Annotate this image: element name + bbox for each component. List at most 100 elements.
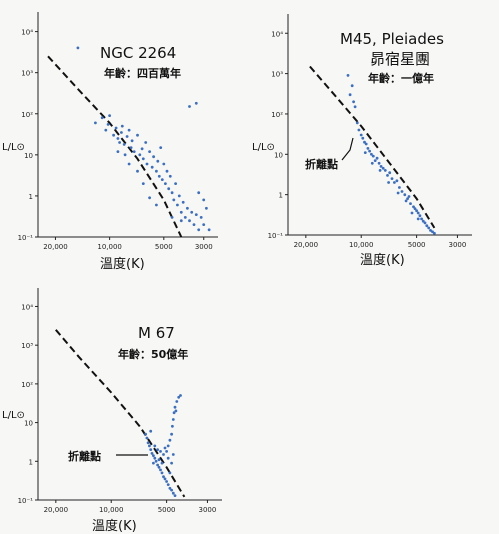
star-point [197, 228, 201, 232]
chart-title: M45, Pleiades [340, 30, 444, 48]
star-point [202, 198, 206, 202]
x-tick-label: 5000 [408, 241, 426, 249]
y-tick-label: 10³ [21, 70, 33, 78]
y-tick-label: 1 [279, 192, 283, 200]
y-tick-label: 10⁻¹ [18, 497, 34, 505]
star-point [163, 477, 167, 481]
turnoff-leader [341, 137, 354, 161]
star-point [171, 491, 175, 495]
star-point [163, 446, 167, 450]
star-point [116, 150, 120, 154]
star-point [116, 137, 120, 140]
star-point [146, 441, 150, 445]
star-point [387, 181, 390, 184]
star-point [423, 221, 427, 225]
star-point [153, 456, 157, 460]
y-axis-label: L/L⊙ [2, 410, 25, 421]
y-tick-label: 1 [29, 193, 33, 201]
star-point [205, 206, 208, 210]
star-point [373, 159, 377, 163]
star-point [361, 136, 365, 140]
x-axis-label: 溫度(K) [92, 518, 137, 534]
star-point [400, 190, 404, 193]
star-point [406, 197, 409, 201]
turnoff-label: 折離點 [68, 449, 101, 463]
star-point [355, 121, 359, 125]
chart-pleiades-svg: M45, Pleiades 昴宿星團 年齡：一億年 L/L⊙ 溫度(K) 折離點… [252, 14, 472, 268]
x-tick-label: 10,000 [349, 241, 374, 249]
star-point [190, 210, 194, 214]
star-point [120, 124, 124, 128]
x-tick-label: 10,000 [99, 506, 124, 514]
star-point [410, 211, 414, 215]
chart-subtitle-age: 年齡：一億年 [368, 71, 434, 85]
star-point [136, 169, 139, 173]
star-point [348, 93, 352, 97]
star-point [144, 432, 148, 436]
y-axis-label: L/L⊙ [252, 142, 275, 153]
chart-m67-svg: M 67 年齡：50億年 L/L⊙ 溫度(K) 折離點 10⁴ 10³ 10² 10 1… [2, 288, 222, 534]
y-tick-label: 10 [274, 151, 283, 159]
star-point [175, 400, 179, 403]
y-tick-label: 10² [21, 381, 33, 389]
star-point [179, 219, 183, 223]
chart-subtitle: 昴宿星團 [370, 50, 430, 68]
star-point [152, 461, 155, 465]
star-point [427, 226, 431, 230]
star-point [165, 169, 169, 173]
star-point [94, 121, 97, 125]
chart-pleiades: M45, Pleiades 昴宿星團 年齡：一億年 L/L⊙ 溫度(K) 折離點… [250, 0, 499, 278]
y-tick-label: 10⁻¹ [268, 232, 284, 240]
star-point [136, 133, 139, 137]
star-point [130, 139, 134, 143]
star-point [172, 411, 176, 415]
star-point [368, 149, 371, 153]
chart-ngc2264-svg: NGC 2264 年齡：四百萬年 L/L⊙ 溫度(K) 10⁴ 10³ 10² 10 1… [2, 12, 218, 272]
star-point [104, 128, 108, 132]
star-point [188, 219, 191, 223]
star-point [174, 182, 178, 186]
star-point [179, 394, 182, 397]
x-axis-label: 溫度(K) [360, 252, 405, 268]
star-point [160, 178, 164, 182]
star-point [118, 141, 121, 144]
star-point [174, 409, 178, 413]
star-point [149, 429, 153, 433]
star-point [106, 123, 110, 126]
star-point [120, 131, 123, 134]
star-point [129, 146, 133, 150]
star-point [393, 181, 396, 184]
star-point [364, 142, 368, 146]
star-point [165, 450, 169, 453]
star-point [132, 150, 136, 154]
star-point [370, 161, 374, 165]
y-tick-label: 10⁴ [21, 303, 33, 311]
star-point [160, 471, 164, 475]
star-point [363, 140, 366, 144]
y-tick-label: 10 [24, 152, 33, 160]
star-point [357, 128, 361, 132]
star-point [170, 191, 174, 195]
x-tick-label: 5000 [158, 506, 176, 514]
chart-subtitle: 年齡：50億年 [118, 347, 188, 361]
turnoff-label: 折離點 [305, 157, 338, 171]
y-tick-label: 10 [24, 420, 33, 428]
y-tick-label: 10² [271, 111, 283, 119]
y-tick-label: 10⁻¹ [18, 234, 34, 242]
x-tick-label: 5000 [155, 243, 173, 251]
star-point [409, 202, 412, 206]
x-tick-label: 3000 [199, 506, 217, 514]
y-tick-label: 10⁴ [271, 30, 283, 38]
star-point [172, 198, 176, 202]
star-point [156, 463, 160, 467]
star-point [390, 177, 394, 181]
main-sequence-line [309, 65, 436, 229]
star-point [170, 216, 174, 219]
chart-title: M 67 [138, 324, 175, 342]
y-tick-label: 10³ [271, 71, 283, 79]
star-point [418, 214, 422, 218]
star-point [162, 475, 165, 479]
star-point [170, 432, 174, 436]
star-point [154, 459, 158, 463]
star-point [183, 216, 187, 219]
